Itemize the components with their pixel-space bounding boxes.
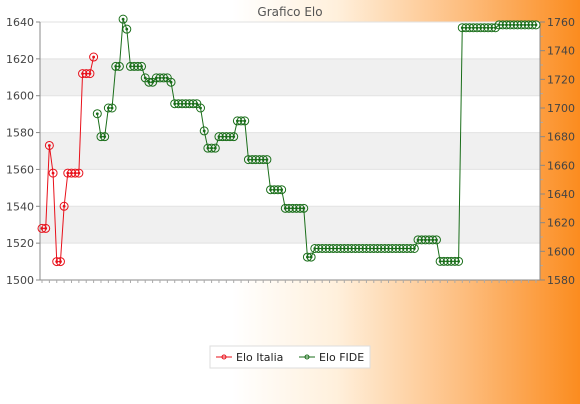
data-point-italia — [55, 257, 65, 267]
y-right-tick-label: 1640 — [547, 188, 575, 201]
data-point-dot-fide — [151, 80, 154, 84]
data-point-italia — [74, 168, 84, 178]
data-point-fide — [277, 185, 287, 195]
legend-label-italia: Elo Italia — [236, 351, 283, 364]
data-point-dot-fide — [165, 76, 169, 80]
y-right-tick-label: 1760 — [547, 16, 575, 29]
data-point-dot-italia — [77, 171, 81, 175]
data-point-dot-fide — [280, 188, 284, 192]
y-left-tick-label: 1520 — [6, 237, 34, 250]
legend-marker-italia — [221, 354, 227, 360]
data-point-fide — [409, 243, 419, 253]
data-point-dot-fide — [95, 112, 99, 116]
data-point-fide — [229, 132, 239, 142]
data-point-dot-fide — [457, 259, 460, 263]
data-point-fide — [240, 116, 250, 126]
y-left-tick-label: 1560 — [6, 163, 34, 176]
data-point-dot-fide — [121, 17, 125, 21]
data-point-dot-fide — [110, 106, 114, 110]
y-axis-left: 1500 1520 1540 1560 1580 1600 1620 1640 — [6, 16, 41, 287]
y-right-tick-label: 1720 — [547, 73, 575, 86]
data-point-dot-italia — [44, 227, 48, 230]
data-point-fide — [122, 24, 132, 34]
data-point-dot-fide — [125, 27, 129, 31]
data-point-italia — [41, 223, 51, 233]
data-point-dot-fide — [302, 206, 306, 210]
data-point-dot-fide — [309, 255, 313, 259]
data-point-dot-fide — [140, 65, 143, 68]
plot-band — [40, 132, 540, 170]
data-point-dot-fide — [202, 129, 206, 133]
data-point-fide — [262, 155, 272, 165]
data-point-dot-fide — [243, 119, 247, 123]
data-point-dot-italia — [62, 204, 66, 208]
data-point-dot-fide — [494, 26, 497, 30]
data-point-fide — [431, 235, 441, 245]
data-point-dot-fide — [169, 80, 173, 84]
data-point-dot-fide — [195, 102, 199, 106]
y-left-tick-label: 1500 — [6, 274, 34, 287]
legend-item-fide: Elo FIDE — [299, 351, 364, 364]
data-point-dot-fide — [143, 76, 147, 80]
data-point-fide — [196, 103, 206, 113]
legend: Elo Italia Elo FIDE — [209, 345, 371, 369]
data-point-dot-italia — [59, 260, 62, 263]
data-point-fide — [100, 132, 110, 142]
legend-marker-fide — [304, 354, 310, 360]
y-left-tick-label: 1540 — [6, 200, 34, 213]
y-left-tick-label: 1640 — [6, 16, 34, 29]
data-point-dot-italia — [47, 144, 51, 147]
data-point-fide — [114, 61, 124, 71]
data-point-dot-italia — [51, 171, 55, 175]
data-point-dot-fide — [412, 247, 416, 250]
data-point-fide — [210, 143, 220, 153]
x-axis-ticks — [40, 279, 540, 283]
data-point-italia — [59, 201, 69, 211]
data-point-dot-fide — [199, 106, 202, 110]
data-point-fide — [92, 109, 102, 119]
y-right-tick-label: 1620 — [547, 217, 575, 230]
y-axis-right: 1580 1600 1620 1640 1660 1680 1700 1720 1740 1760 — [539, 16, 575, 287]
y-left-tick-label: 1600 — [6, 90, 34, 103]
data-point-dot-fide — [534, 23, 538, 27]
y-right-tick-label: 1660 — [547, 159, 575, 172]
chart-title: Grafico Elo — [257, 5, 322, 19]
legend-box — [209, 345, 371, 369]
series-layer — [37, 14, 541, 267]
data-point-italia — [48, 168, 58, 178]
data-point-dot-fide — [103, 135, 107, 139]
data-point-fide — [306, 252, 316, 262]
data-point-dot-fide — [435, 238, 438, 242]
y-left-tick-label: 1620 — [6, 53, 34, 66]
y-right-tick-label: 1600 — [547, 245, 575, 258]
y-left-tick-label: 1580 — [6, 127, 34, 140]
y-right-tick-label: 1700 — [547, 102, 575, 115]
data-point-fide — [137, 61, 147, 71]
y-right-tick-label: 1680 — [547, 131, 575, 144]
data-point-dot-fide — [232, 135, 236, 139]
data-point-dot-italia — [92, 55, 96, 59]
data-point-italia — [89, 52, 99, 62]
data-point-dot-fide — [213, 146, 217, 150]
data-point-fide — [299, 203, 309, 213]
data-point-italia — [44, 140, 54, 150]
legend-label-fide: Elo FIDE — [319, 351, 364, 364]
data-point-dot-italia — [88, 72, 92, 75]
data-point-fide — [166, 77, 176, 87]
data-point-dot-fide — [265, 158, 269, 162]
data-point-italia — [85, 69, 95, 79]
data-point-fide — [118, 14, 128, 24]
y-right-tick-label: 1580 — [547, 274, 575, 287]
data-point-dot-fide — [118, 65, 121, 68]
plot-area — [40, 22, 540, 280]
legend-item-italia: Elo Italia — [216, 351, 283, 364]
data-point-fide — [107, 103, 117, 113]
data-point-fide — [454, 256, 464, 266]
y-right-tick-label: 1740 — [547, 45, 575, 58]
data-point-fide — [199, 126, 209, 136]
data-point-fide — [531, 20, 541, 30]
